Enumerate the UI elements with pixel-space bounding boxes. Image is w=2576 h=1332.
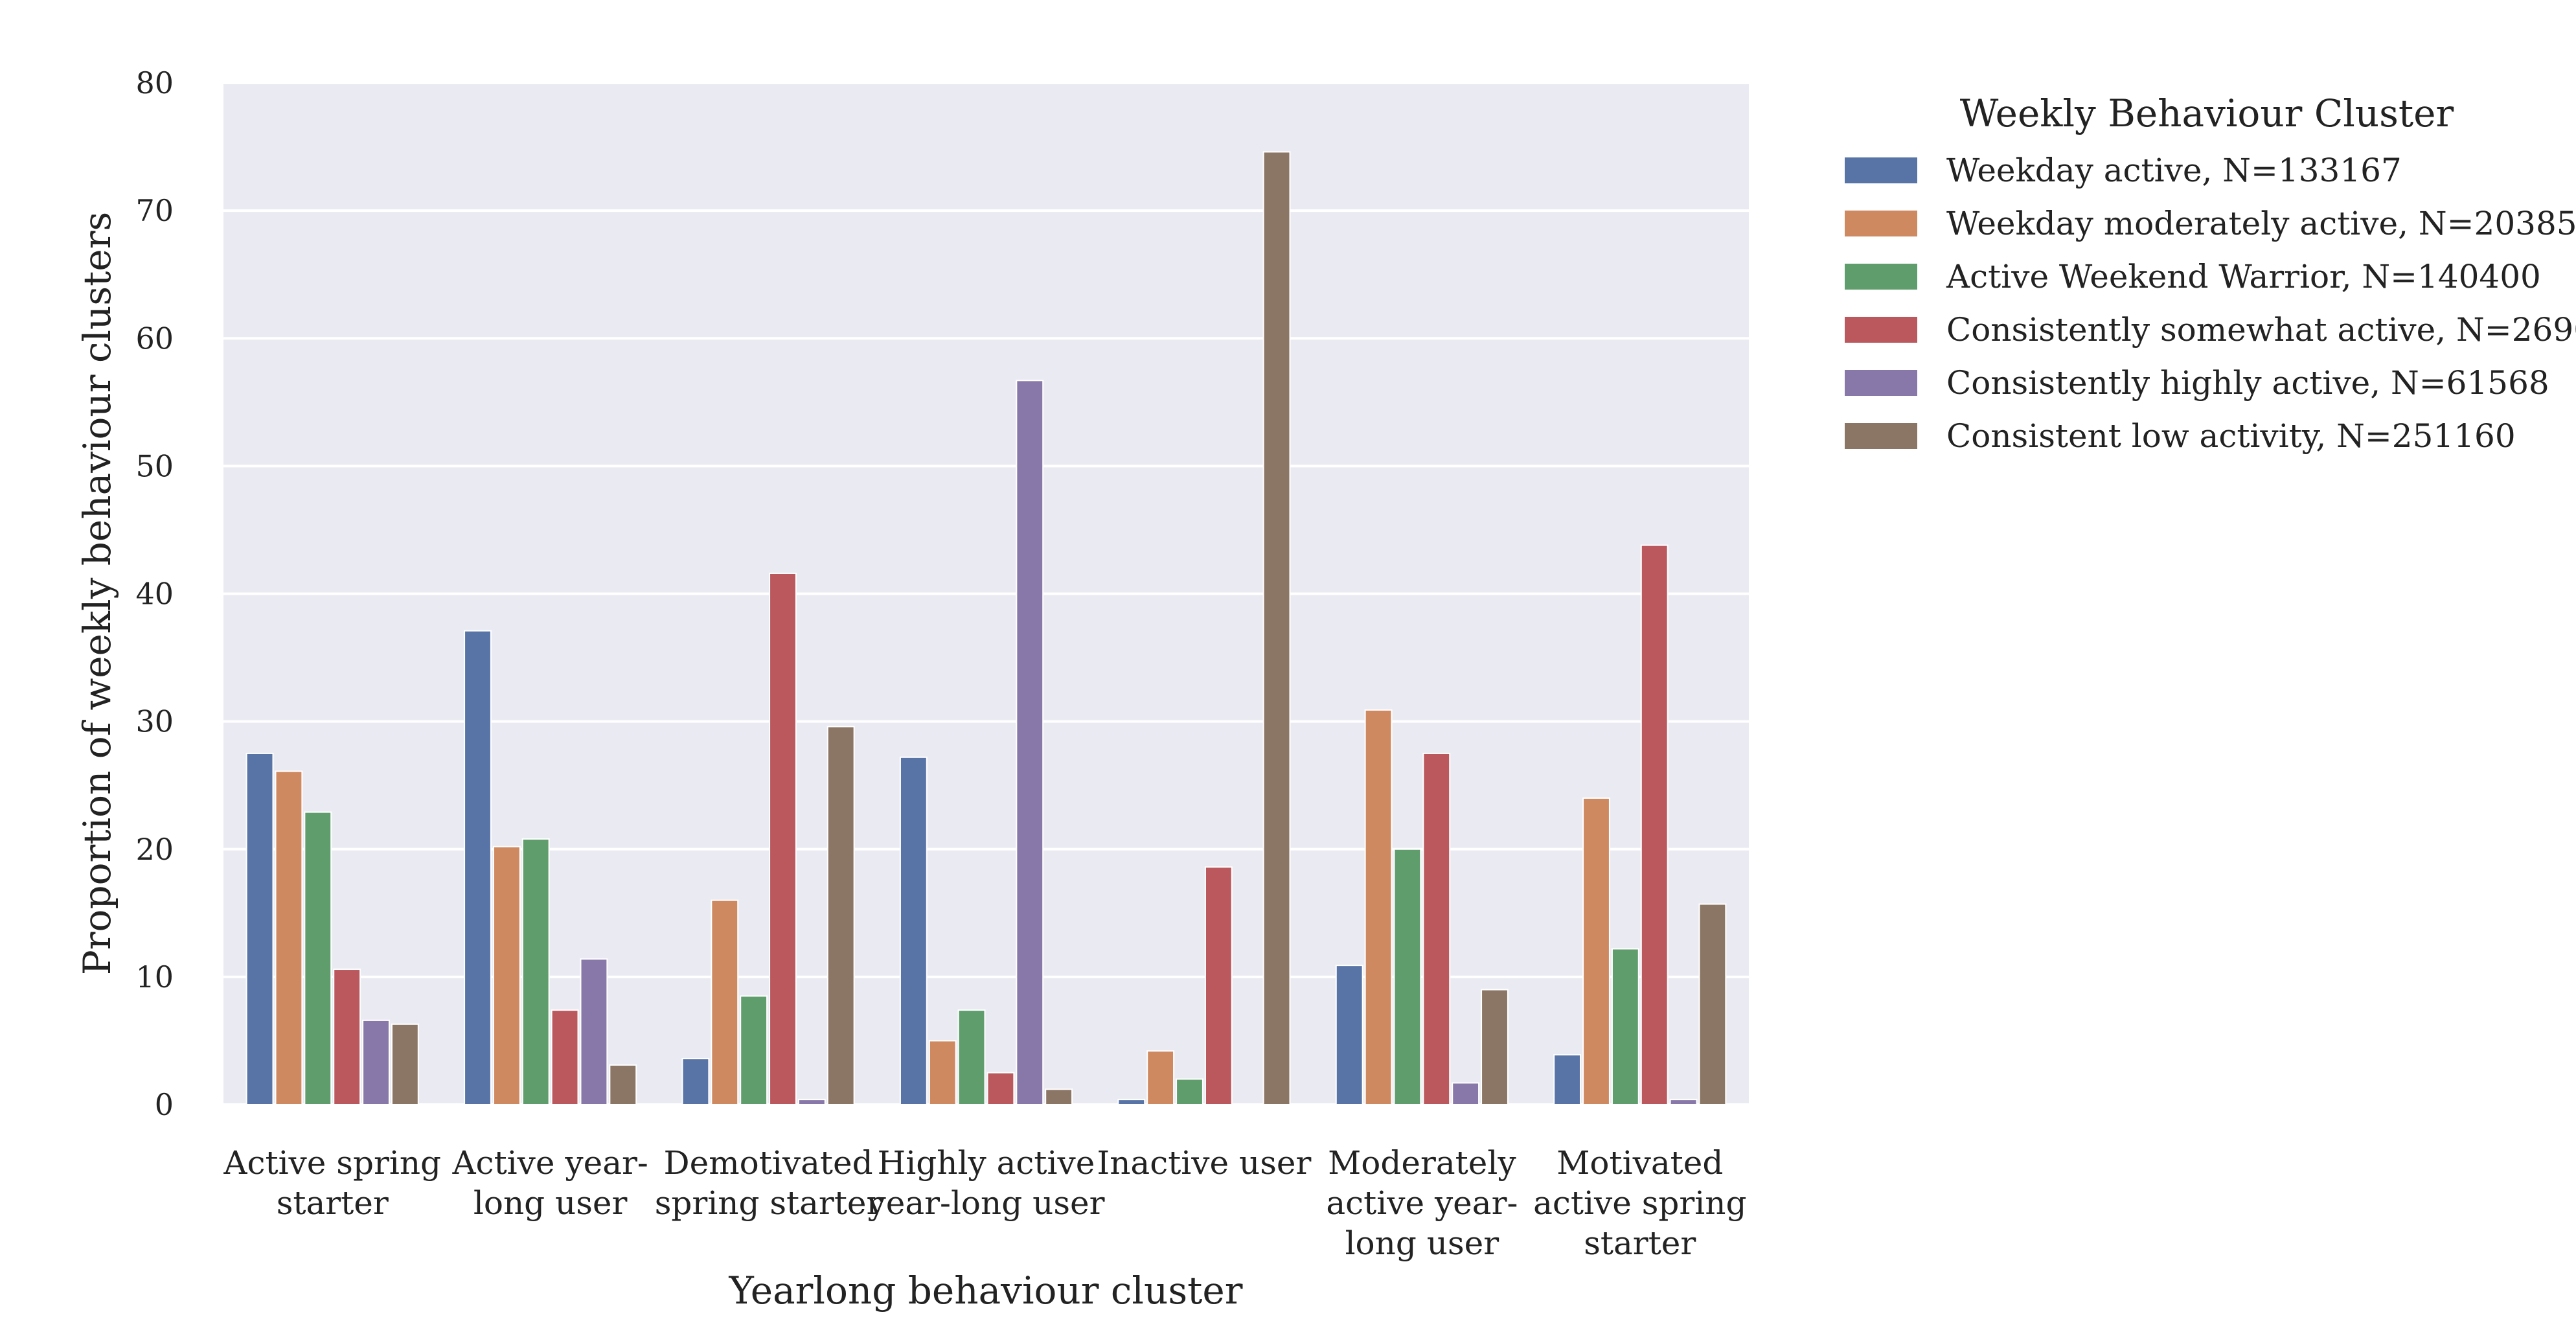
- legend-entry-label: Consistently highly active, N=61568: [1946, 364, 2549, 402]
- bar: [362, 1019, 390, 1105]
- y-tick-label: 0: [155, 1087, 174, 1122]
- y-tick-label: 20: [135, 832, 174, 867]
- bar: [769, 572, 797, 1105]
- x-category-label: Highly active: [878, 1144, 1095, 1182]
- x-category-label: Active year-: [451, 1144, 648, 1182]
- bar: [245, 752, 274, 1105]
- bar: [1364, 709, 1393, 1106]
- y-tick-label: 40: [135, 577, 174, 612]
- x-category-label: Demotivated: [664, 1144, 873, 1182]
- y-tick-label: 70: [135, 193, 174, 228]
- bar: [1176, 1078, 1203, 1105]
- x-category-label: active spring: [1533, 1184, 1746, 1222]
- legend-swatch: [1845, 264, 1917, 290]
- bar: [1640, 544, 1669, 1105]
- bar: [899, 756, 928, 1105]
- bar: [391, 1023, 419, 1106]
- legend-entry-label: Weekday active, N=133167: [1946, 152, 2402, 189]
- x-category-label: starter: [277, 1184, 389, 1222]
- bar: [1611, 948, 1639, 1105]
- legend-entry-label: Consistently somewhat active, N=269056: [1946, 311, 2576, 349]
- legend-title: Weekly Behaviour Cluster: [1960, 91, 2454, 135]
- legend-swatch: [1845, 211, 1917, 236]
- bar: [1553, 1054, 1582, 1105]
- x-category-label: starter: [1584, 1224, 1696, 1262]
- bar: [826, 726, 855, 1105]
- bar: [1669, 1099, 1698, 1105]
- y-tick-label: 10: [135, 959, 174, 994]
- y-tick-labels: 0 10 20 30 40 50 60 70 80: [135, 65, 174, 1122]
- bar: [928, 1040, 957, 1105]
- bar: [304, 811, 332, 1105]
- bars: [245, 151, 1727, 1106]
- bar: [711, 899, 739, 1105]
- x-axis-label: Yearlong behaviour cluster: [729, 1269, 1243, 1313]
- bar: [797, 1099, 826, 1105]
- y-tick-label: 60: [135, 321, 174, 356]
- bar: [580, 958, 608, 1105]
- bar: [1146, 1050, 1175, 1106]
- bar: [464, 630, 492, 1105]
- legend-entry-label: Consistent low activity, N=251160: [1946, 417, 2516, 455]
- bar: [1698, 903, 1727, 1106]
- legend-entry-label: Active Weekend Warrior, N=140400: [1946, 258, 2541, 295]
- x-category-label: Moderately: [1328, 1144, 1516, 1182]
- bar: [681, 1058, 710, 1106]
- bar: [492, 845, 521, 1105]
- y-tick-label: 50: [135, 448, 174, 483]
- bar: [1481, 989, 1509, 1106]
- bar: [333, 969, 361, 1105]
- legend-swatch: [1845, 157, 1917, 183]
- bar: [1204, 866, 1233, 1106]
- bar: [1335, 965, 1363, 1106]
- legend-swatch: [1845, 317, 1917, 343]
- bar: [1045, 1088, 1073, 1105]
- bar: [275, 770, 303, 1106]
- bar: [1393, 848, 1422, 1105]
- bar: [521, 838, 550, 1105]
- bar: [1452, 1082, 1480, 1106]
- x-category-label: active year-: [1326, 1184, 1518, 1222]
- x-category-label: spring starter: [655, 1184, 882, 1222]
- bar: [609, 1064, 637, 1105]
- legend-swatch: [1845, 370, 1917, 396]
- x-category-label: long user: [473, 1184, 628, 1222]
- x-category-label: year-long user: [867, 1184, 1105, 1222]
- bar: [1582, 797, 1610, 1106]
- y-tick-label: 30: [135, 704, 174, 739]
- bar: [551, 1009, 579, 1105]
- legend: Weekly Behaviour Cluster Weekday active,…: [1845, 91, 2576, 455]
- bar: [1262, 151, 1291, 1105]
- x-category-label: Motivated: [1556, 1144, 1723, 1182]
- legend-swatch: [1845, 423, 1917, 449]
- bar: [957, 1009, 986, 1105]
- y-axis-label: Proportion of weekly behaviour clusters: [75, 212, 119, 975]
- x-category-label: long user: [1345, 1224, 1499, 1262]
- x-category-label: Active spring: [223, 1144, 441, 1182]
- bar: [740, 995, 768, 1105]
- y-tick-label: 80: [135, 65, 174, 100]
- bar: [1117, 1099, 1146, 1105]
- x-category-label: Inactive user: [1097, 1144, 1311, 1182]
- bar: [1016, 380, 1044, 1105]
- bar: [986, 1072, 1015, 1105]
- bar: [1422, 752, 1451, 1105]
- legend-entry-label: Weekday moderately active, N=203850: [1946, 205, 2576, 242]
